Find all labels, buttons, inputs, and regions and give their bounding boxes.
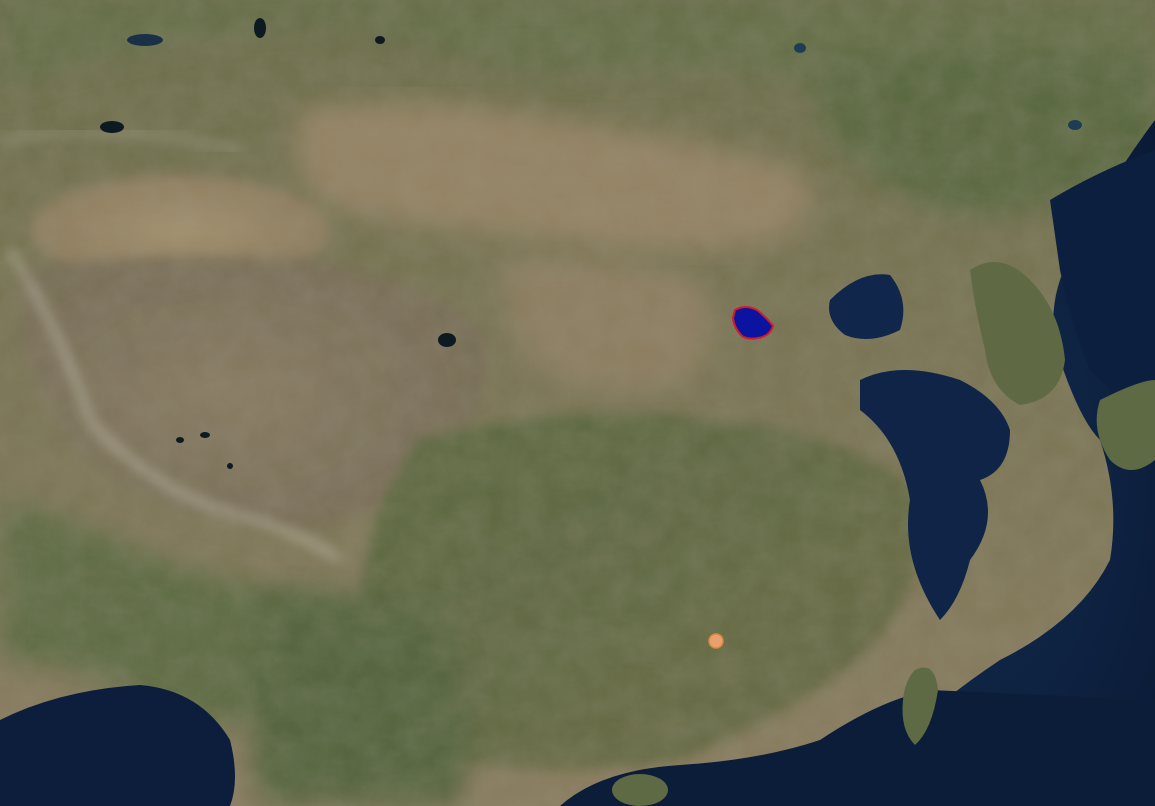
tianshan-snow — [0, 130, 241, 152]
taiwan — [902, 667, 938, 745]
japan-kyushu — [1096, 380, 1155, 470]
bohai-sea — [829, 274, 904, 339]
highlight-region-orange[interactable] — [708, 633, 724, 649]
lakes — [100, 18, 1082, 469]
korean-peninsula — [970, 262, 1065, 405]
highlight-region-blue[interactable] — [731, 306, 775, 340]
yellow-sea — [860, 370, 1010, 620]
south-china-sea — [560, 690, 1155, 806]
himalaya-snowline — [7, 248, 342, 563]
hainan — [612, 774, 668, 806]
bay-of-bengal — [0, 685, 235, 806]
east-china-sea — [780, 120, 1155, 806]
sea-of-japan — [1050, 150, 1155, 420]
